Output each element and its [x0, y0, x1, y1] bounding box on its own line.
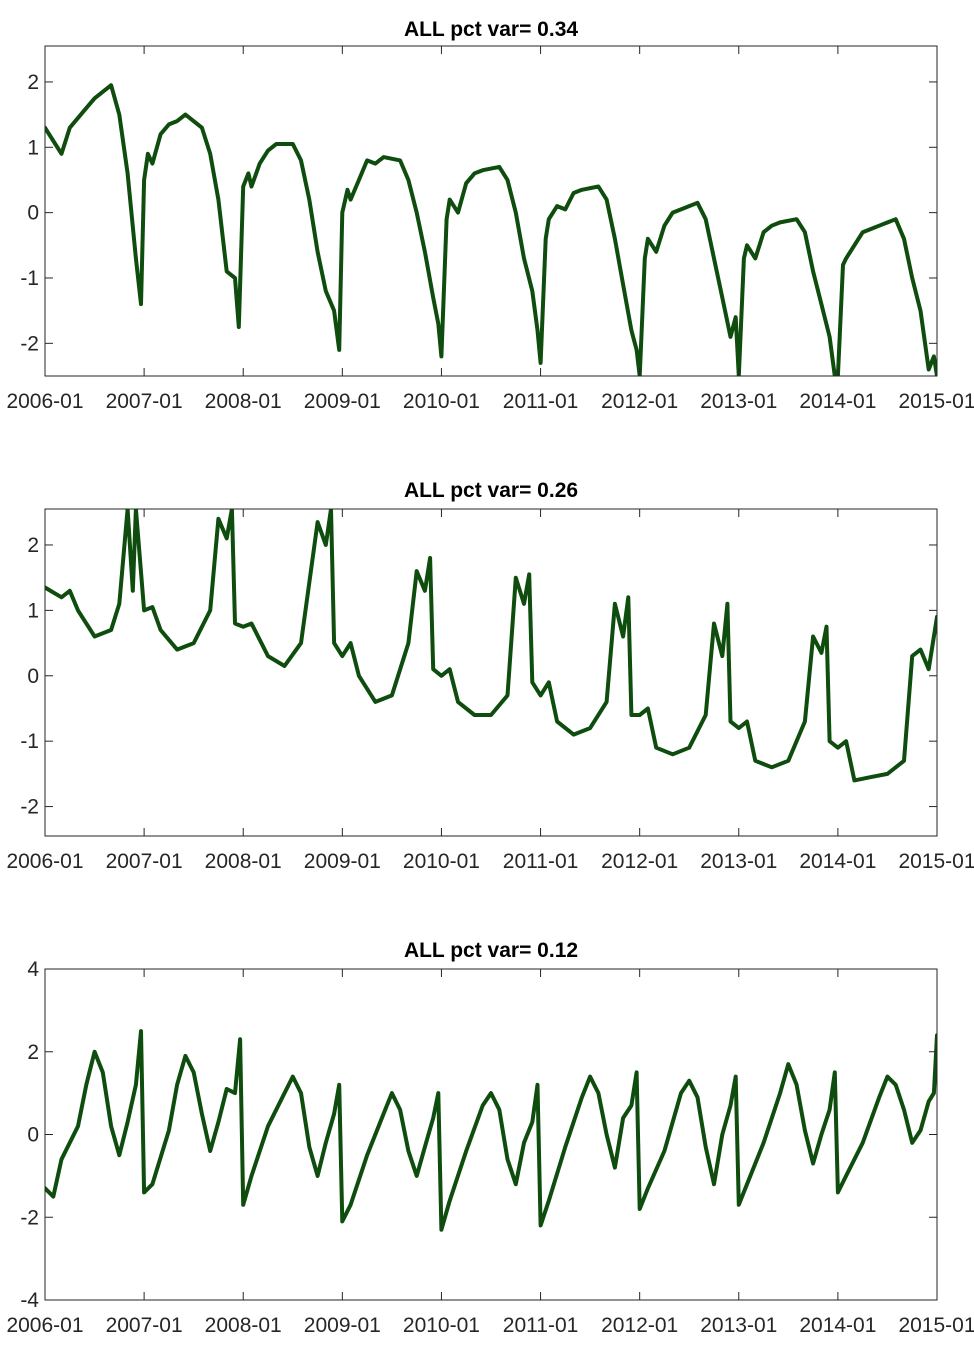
series-line — [45, 83, 937, 376]
x-tick-label: 2014-01 — [799, 1314, 876, 1337]
axes-box — [44, 508, 938, 837]
x-tick-label: 2007-01 — [106, 1314, 183, 1337]
x-tick-label: 2011-01 — [503, 1314, 579, 1337]
series-line — [45, 509, 937, 783]
x-tick-label: 2010-01 — [403, 390, 480, 413]
x-tick-label: 2015-01 — [898, 1314, 974, 1337]
y-tick-label: -2 — [20, 1206, 39, 1229]
x-tick-label: 2011-01 — [503, 390, 579, 413]
x-tick-label: 2011-01 — [503, 850, 579, 873]
x-tick-label: 2014-01 — [799, 850, 876, 873]
y-tick-label: 0 — [27, 1124, 39, 1147]
chart-title: ALL pct var= 0.26 — [404, 479, 578, 502]
series-line — [45, 1029, 937, 1232]
y-tick-label: 2 — [27, 534, 39, 557]
x-tick-label: 2015-01 — [898, 850, 974, 873]
x-tick-label: 2012-01 — [601, 850, 678, 873]
x-tick-label: 2006-01 — [6, 850, 83, 873]
x-tick-label: 2007-01 — [106, 390, 183, 413]
x-tick-label: 2007-01 — [106, 850, 183, 873]
x-tick-label: 2012-01 — [601, 390, 678, 413]
y-tick-label: 1 — [27, 599, 39, 622]
y-tick-label: 1 — [27, 136, 39, 159]
y-tick-label: -2 — [20, 796, 39, 819]
x-tick-label: 2008-01 — [205, 850, 282, 873]
y-tick-label: -1 — [20, 267, 39, 290]
y-tick-label: -2 — [20, 332, 39, 355]
chart-title: ALL pct var= 0.34 — [404, 18, 578, 41]
x-tick-label: 2015-01 — [898, 390, 974, 413]
x-tick-label: 2009-01 — [304, 1314, 381, 1337]
y-tick-label: 4 — [27, 958, 39, 981]
y-tick-label: -1 — [20, 730, 39, 753]
x-tick-label: 2009-01 — [304, 850, 381, 873]
x-tick-label: 2008-01 — [205, 390, 282, 413]
x-tick-label: 2013-01 — [700, 1314, 777, 1337]
x-tick-label: 2009-01 — [304, 390, 381, 413]
y-tick-label: 0 — [27, 665, 39, 688]
y-tick-label: -4 — [20, 1289, 39, 1312]
x-tick-label: 2008-01 — [205, 1314, 282, 1337]
y-tick-label: 0 — [27, 202, 39, 225]
x-tick-label: 2006-01 — [6, 1314, 83, 1337]
x-tick-label: 2010-01 — [403, 1314, 480, 1337]
x-tick-label: 2013-01 — [700, 390, 777, 413]
x-tick-label: 2013-01 — [700, 850, 777, 873]
x-tick-label: 2006-01 — [6, 390, 83, 413]
x-tick-label: 2012-01 — [601, 1314, 678, 1337]
chart-title: ALL pct var= 0.12 — [404, 939, 578, 962]
y-tick-label: 2 — [27, 71, 39, 94]
x-tick-label: 2010-01 — [403, 850, 480, 873]
x-tick-label: 2014-01 — [799, 390, 876, 413]
axes-box — [44, 968, 938, 1301]
y-tick-label: 2 — [27, 1041, 39, 1064]
axes-box — [44, 45, 938, 377]
